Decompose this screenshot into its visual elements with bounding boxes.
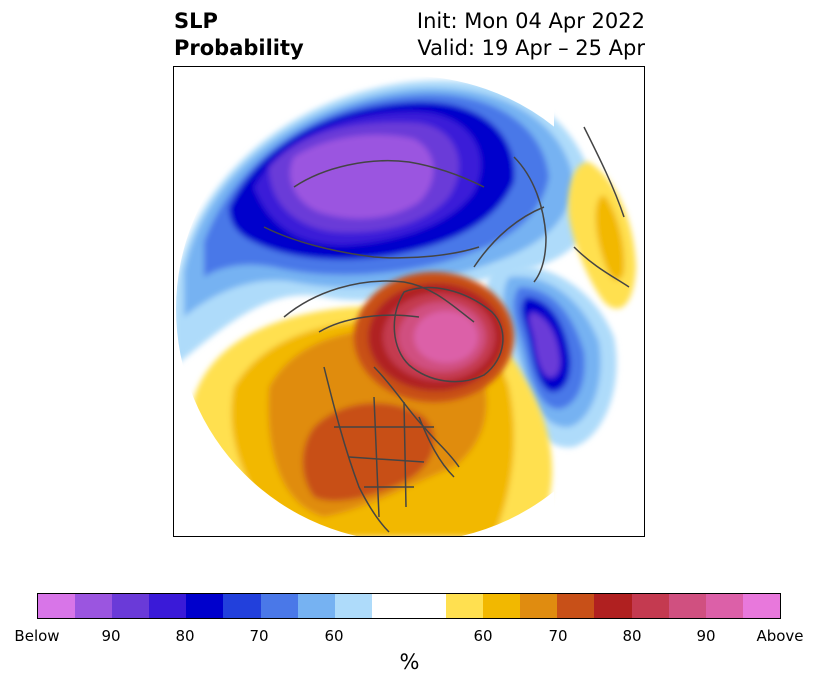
- title-variable: SLP: [174, 9, 218, 33]
- above-normal-region: [192, 306, 553, 536]
- colorbar-tick-label: 80: [175, 627, 195, 645]
- colorbar-swatch: [557, 594, 595, 618]
- colorbar-tick-label: 90: [101, 627, 121, 645]
- colorbar-swatch: [742, 594, 780, 618]
- colorbar-tick-label: 60: [324, 627, 344, 645]
- colorbar-swatch: [668, 594, 706, 618]
- colorbar-swatch: [186, 594, 224, 618]
- title-right: Init: Mon 04 Apr 2022 Valid: 19 Apr – 25…: [417, 8, 645, 62]
- colorbar-swatch: [334, 594, 372, 618]
- colorbar: [37, 593, 781, 619]
- below-normal-lobe: [486, 265, 617, 448]
- valid-range: Valid: 19 Apr – 25 Apr: [417, 36, 645, 60]
- colorbar-swatch: [631, 594, 669, 618]
- colorbar-swatch: [75, 594, 113, 618]
- colorbar-swatch: [38, 594, 76, 618]
- init-date: Init: Mon 04 Apr 2022: [416, 9, 645, 33]
- colorbar-swatch: [520, 594, 558, 618]
- colorbar-swatch: [112, 594, 150, 618]
- colorbar-swatch: [223, 594, 261, 618]
- map-frame: [173, 66, 645, 537]
- east-asia-patch: [568, 162, 636, 309]
- colorbar-swatch: [705, 594, 743, 618]
- polar-map: [176, 74, 644, 536]
- colorbar-neutral-swatch: [371, 594, 447, 618]
- colorbar-tick-label: 80: [622, 627, 642, 645]
- colorbar-swatch: [483, 594, 521, 618]
- title-variable-type: Probability: [174, 36, 304, 60]
- colorbar-swatch: [149, 594, 187, 618]
- colorbar-tick-label: 70: [548, 627, 568, 645]
- colorbar-swatch: [260, 594, 298, 618]
- colorbar-swatch: [297, 594, 335, 618]
- below-normal-region: [176, 80, 595, 367]
- colorbar-swatch: [446, 594, 484, 618]
- coastlines: [263, 126, 630, 533]
- colorbar-tick-label: 60: [473, 627, 493, 645]
- colorbar-tick-label: Above: [756, 627, 804, 645]
- title-left: SLP Probability: [174, 8, 304, 62]
- colorbar-tick-label: Below: [14, 627, 60, 645]
- colorbar-unit-label: %: [399, 650, 420, 674]
- greenland-anomaly: [354, 272, 514, 402]
- colorbar-tick-labels: Below 90 80 70 60 60 70 80 90 Above: [0, 627, 819, 647]
- colorbar-tick-label: 70: [249, 627, 269, 645]
- probability-field: [176, 74, 644, 536]
- colorbar-swatch: [594, 594, 632, 618]
- colorbar-tick-label: 90: [696, 627, 716, 645]
